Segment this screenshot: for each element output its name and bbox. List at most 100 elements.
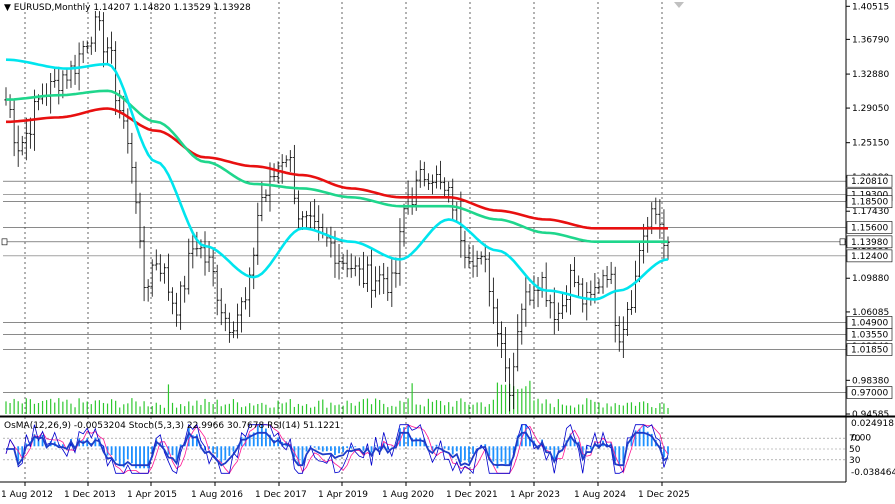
ma-slow-line <box>6 107 668 230</box>
price-bar <box>337 244 341 280</box>
price-tick-label: 0.98380 <box>852 376 889 386</box>
price-bar <box>385 266 390 301</box>
price-bar <box>629 290 634 315</box>
price-bar <box>560 292 565 319</box>
price-bar <box>195 231 199 257</box>
price-bar <box>308 201 313 230</box>
level-tag-label: 1.01850 <box>851 346 888 356</box>
level-tag-label: 1.03550 <box>851 330 888 340</box>
price-bar <box>24 117 29 161</box>
indicator-tick-label: 0.0249181 <box>851 419 895 429</box>
price-bar <box>528 283 532 306</box>
price-bar <box>641 223 646 264</box>
level-tag <box>846 235 893 249</box>
price-bar <box>105 37 110 64</box>
time-tick-label: 1 Dec 2013 <box>64 490 116 500</box>
level-tag-label: 0.97000 <box>851 389 888 399</box>
price-bar <box>471 245 475 278</box>
price-bar <box>93 10 98 52</box>
price-bar <box>113 41 118 115</box>
indicator-title: OsMA(12,26,9) -0.0053204 Stoch(5,3,3) 22… <box>4 421 340 431</box>
level-tag-label: 1.18500 <box>851 198 888 208</box>
price-tick-label: 1.25150 <box>852 139 889 149</box>
price-bar <box>658 199 662 239</box>
symbol-label: EURUSD,Monthly <box>13 3 91 13</box>
price-bar <box>402 203 406 247</box>
level-tag-label: 1.04900 <box>851 318 888 328</box>
price-bar <box>394 257 398 288</box>
time-tick-label: 1 Aug 2020 <box>382 490 434 500</box>
price-bar <box>65 68 69 89</box>
level-tag <box>846 174 893 188</box>
price-bar <box>463 230 467 269</box>
price-bar <box>191 231 195 269</box>
price-bar <box>613 266 618 343</box>
price-bar <box>341 253 345 270</box>
price-bars <box>4 10 670 412</box>
price-bar <box>20 135 25 156</box>
price-bar <box>479 251 483 265</box>
moving-averages <box>5 58 669 301</box>
price-bar <box>276 161 280 184</box>
price-bar <box>353 256 358 277</box>
price-bar <box>174 292 179 327</box>
price-tick-label: 0.94585 <box>852 410 889 420</box>
level-tag <box>846 249 893 263</box>
time-tick-label: 1 Dec 2025 <box>638 490 690 500</box>
price-bar <box>467 244 471 269</box>
price-tick-label: 1.06085 <box>852 308 889 318</box>
price-bar <box>304 210 309 229</box>
price-bar <box>109 31 114 64</box>
price-bar <box>239 297 244 333</box>
price-bar <box>390 257 394 307</box>
time-tick-label: 1 Dec 2017 <box>255 490 307 500</box>
price-bar <box>231 321 236 339</box>
price-tick-label: 1.40515 <box>852 2 889 12</box>
level-tag <box>846 343 893 356</box>
level-tag-label: 1.15600 <box>851 223 888 233</box>
price-bar <box>564 285 569 313</box>
price-bar <box>499 321 504 358</box>
price-bar <box>552 287 557 335</box>
price-bar <box>182 275 187 303</box>
price-bar <box>288 150 293 172</box>
price-bar <box>580 278 585 313</box>
price-bar <box>381 263 386 295</box>
price-bar <box>584 282 589 321</box>
price-bar <box>483 243 488 273</box>
price-bar <box>418 160 423 188</box>
price-bar <box>52 67 57 88</box>
price-bar <box>349 253 354 278</box>
price-bar <box>138 192 142 249</box>
price-bar <box>121 95 126 129</box>
price-bar <box>227 312 232 343</box>
left-marker-icon <box>1 238 8 246</box>
price-bar <box>654 197 658 225</box>
price-bar <box>357 257 362 286</box>
price-bar <box>572 256 577 288</box>
price-bar <box>637 240 642 283</box>
price-bar <box>300 211 305 230</box>
indicator-level-label: 30 <box>849 456 861 466</box>
price-bar <box>56 66 61 105</box>
menu-arrow-icon[interactable]: ▼ <box>4 3 11 13</box>
ma-mid-line <box>6 89 668 243</box>
price-bar <box>633 260 638 313</box>
price-bar <box>434 165 439 189</box>
price-bar <box>568 264 573 315</box>
price-bar <box>142 226 146 302</box>
scroll-marker-icon[interactable] <box>674 2 684 8</box>
price-bar <box>369 249 374 308</box>
level-tag-label: 1.13980 <box>851 238 888 248</box>
level-tag <box>846 328 893 341</box>
price-bar <box>284 155 289 168</box>
price-bar <box>316 205 321 241</box>
price-bar <box>495 298 500 347</box>
price-bar <box>621 316 626 358</box>
horizontal-levels <box>3 180 846 393</box>
stoch-signal-line <box>5 424 669 474</box>
price-bar <box>365 256 370 293</box>
price-bar <box>272 163 276 182</box>
